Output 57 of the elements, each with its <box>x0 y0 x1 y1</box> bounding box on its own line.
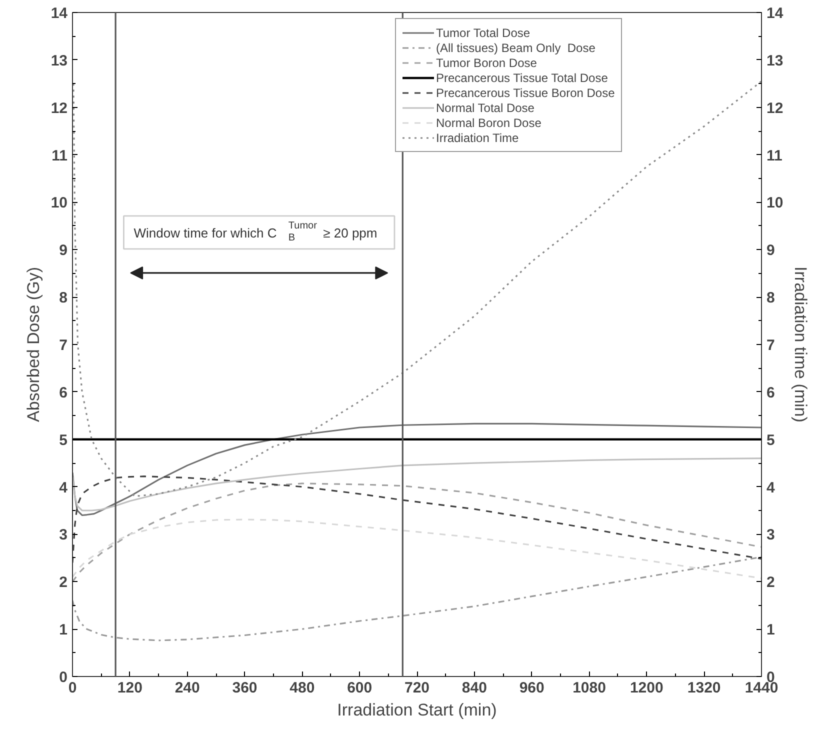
y-tick-label: 3 <box>59 526 68 544</box>
x-axis-title: Irradiation Start (min) <box>337 700 497 720</box>
x-tick-label: 1320 <box>687 680 721 696</box>
y2-tick-label: 7 <box>766 337 775 354</box>
legend-label: Precancerous Tissue Total Dose <box>436 70 608 85</box>
y2-tick-label: 13 <box>766 52 784 70</box>
x-tick-label: 600 <box>347 680 372 696</box>
x-tick-label: 840 <box>462 680 487 696</box>
y2-tick-label: 5 <box>766 432 775 449</box>
x-tick-label: 360 <box>232 680 258 696</box>
x-tick-label: 1200 <box>630 680 664 696</box>
line-series <box>72 458 762 512</box>
y-tick-label: 6 <box>59 384 68 402</box>
y2-tick-label: 11 <box>766 147 782 164</box>
y-tick-label: 5 <box>59 432 68 449</box>
y2-tick-label: 1 <box>766 622 775 639</box>
y-axis-title: Absorbed Dose (Gy) <box>24 267 43 422</box>
y-tick-label: 11 <box>52 147 68 164</box>
x-tick-label: 480 <box>290 680 315 696</box>
y-tick-label: 9 <box>59 242 68 260</box>
y2-tick-label: 10 <box>766 194 784 212</box>
y2-tick-label: 3 <box>766 526 775 544</box>
legend-label: (All tissues) Beam Only Dose <box>436 40 596 55</box>
x-tick-label: 240 <box>174 680 200 696</box>
y2-axis-title: Irradiation time (min) <box>791 266 810 422</box>
line-series <box>72 518 762 580</box>
x-tick-label: 960 <box>519 680 544 696</box>
x-tick-label: 720 <box>404 680 430 696</box>
y-tick-label: 8 <box>59 290 68 307</box>
y-tick-label: 7 <box>59 337 68 354</box>
y-tick-label: 13 <box>50 52 68 70</box>
y-tick-label: 10 <box>50 194 68 212</box>
line-series <box>72 476 762 564</box>
y-tick-label: 12 <box>50 100 68 117</box>
legend-label: Tumor Boron Dose <box>436 55 537 70</box>
line-series <box>72 482 762 582</box>
legend-label: Normal Total Dose <box>436 100 534 115</box>
y2-tick-label: 9 <box>766 242 775 260</box>
line-series <box>72 556 762 642</box>
y2-tick-label: 2 <box>766 574 775 592</box>
legend-label: Tumor Total Dose <box>436 25 530 40</box>
x-tick-label: 120 <box>117 680 142 696</box>
y-tick-label: 14 <box>50 5 68 22</box>
x-tick-label: 1080 <box>572 680 606 696</box>
y2-tick-label: 14 <box>766 5 784 22</box>
legend-label: Precancerous Tissue Boron Dose <box>436 85 615 100</box>
legend-label: Irradiation Time <box>436 130 519 145</box>
y2-tick-label: 6 <box>766 384 775 402</box>
legend-label: Normal Boron Dose <box>436 115 542 130</box>
y2-tick-label: 12 <box>766 100 784 117</box>
y-tick-label: 0 <box>59 669 68 686</box>
line-series <box>72 422 762 516</box>
y-tick-label: 4 <box>59 479 68 496</box>
y-tick-label: 1 <box>59 622 68 639</box>
y2-tick-label: 8 <box>766 290 775 307</box>
y-tick-label: 2 <box>59 574 68 592</box>
y2-tick-label: 4 <box>766 479 776 496</box>
